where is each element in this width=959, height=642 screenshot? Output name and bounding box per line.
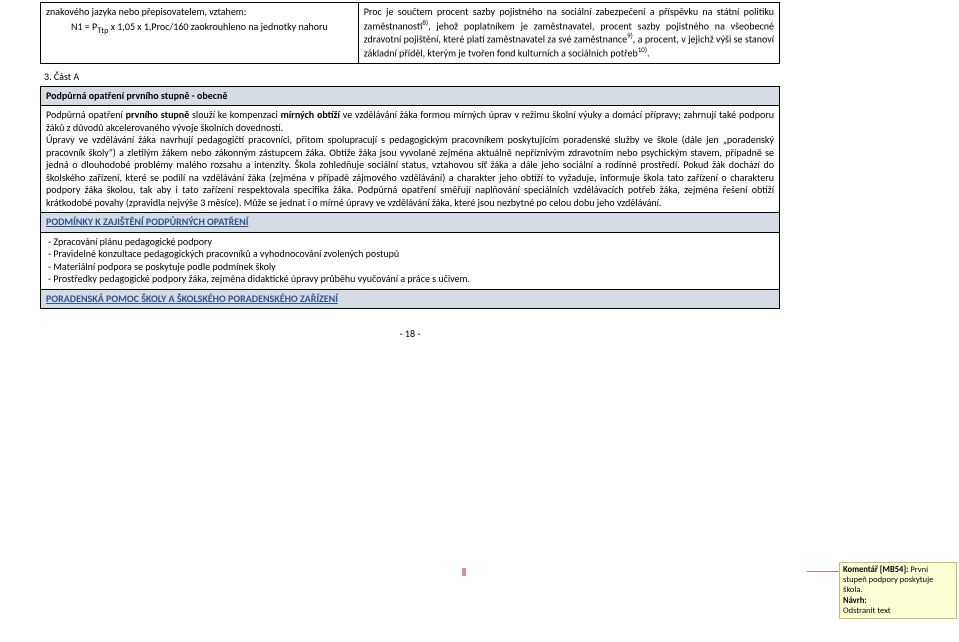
block1-body: Podpůrná opatření prvního stupně slouží … [41, 106, 780, 213]
comment-label: Komentář [MB54]: [843, 565, 910, 575]
comment-bubble[interactable]: Komentář [MB54]: První stupeň podpory po… [839, 562, 957, 619]
block1-header: Podpůrná opatření prvního stupně - obecn… [41, 86, 780, 106]
block2-body: Zpracování plánu pedagogické podpory Pra… [41, 232, 780, 289]
formula-cell: znakového jazyka nebo přepisovatelem, vz… [41, 3, 359, 64]
comment-anchor [462, 568, 466, 576]
conditions-list: Zpracování plánu pedagogické podpory Pra… [46, 236, 774, 286]
comment-connector [807, 571, 839, 572]
page-number: - 18 - [40, 327, 780, 340]
formula-table: znakového jazyka nebo přepisovatelem, vz… [40, 2, 780, 64]
formula-line: N1 = PTtp x 1,05 x 1,Proc/160 zaokrouhle… [46, 21, 353, 36]
section-heading: 3. Část A [44, 70, 780, 83]
formula-desc-cell: Proc je součtem procent sazby pojistného… [358, 3, 779, 64]
formula-intro: znakového jazyka nebo přepisovatelem, vz… [46, 6, 353, 19]
support-table: Podpůrná opatření prvního stupně - obecn… [40, 86, 780, 310]
comment-text2: Odstranit text [843, 606, 891, 616]
comment-label2: Návrh: [843, 596, 867, 606]
block2-header: PODMÍNKY K ZAJIŠTĚNÍ PODPŮRNÝCH OPATŘENÍ [41, 213, 780, 233]
list-item: Prostředky pedagogické podpory žáka, zej… [60, 273, 774, 286]
block3-header: PORADENSKÁ POMOC ŠKOLY A ŠKOLSKÉHO PORAD… [41, 289, 780, 309]
